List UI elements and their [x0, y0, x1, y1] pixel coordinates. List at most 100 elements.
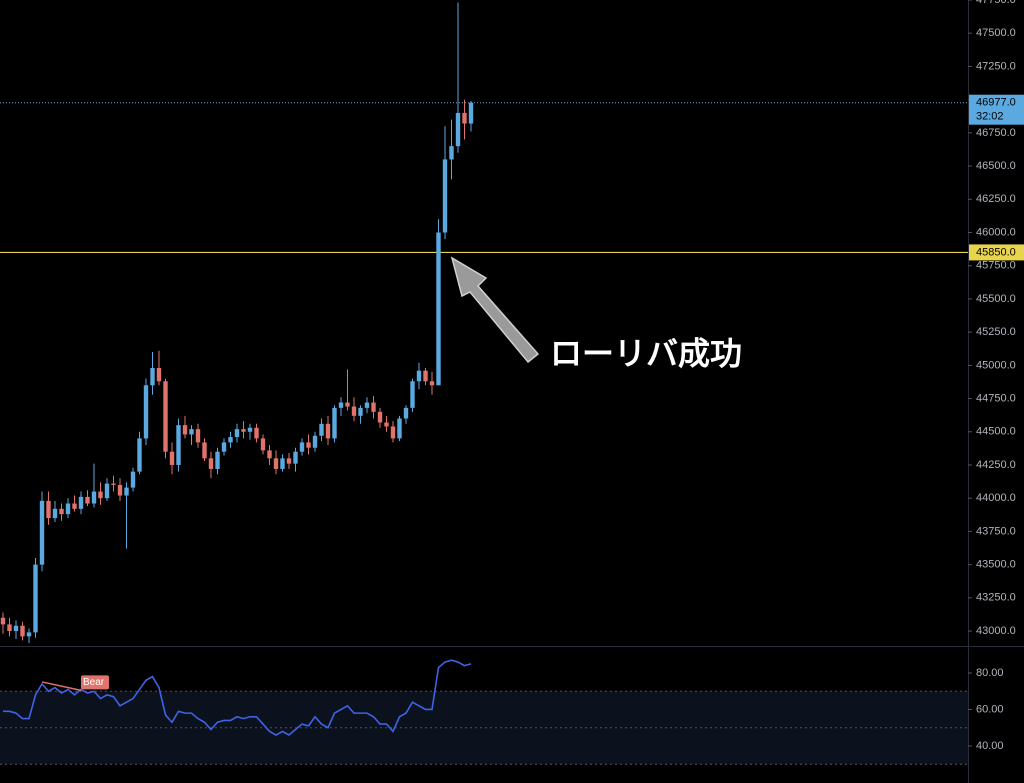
- last-price-box: [969, 94, 1024, 125]
- candle-body: [312, 435, 318, 448]
- candle-body: [20, 625, 25, 637]
- annotation: ローリバ成功: [550, 335, 742, 371]
- candle-body: [364, 402, 370, 408]
- candle-body: [130, 471, 136, 488]
- candle-body: [33, 564, 38, 633]
- candle-body: [163, 381, 168, 452]
- candle-body: [345, 402, 350, 407]
- candle-body: [221, 442, 227, 452]
- candle-body: [117, 484, 123, 496]
- y-tick-label: 44750.0: [976, 392, 1016, 404]
- y-tick-label: 60.00: [976, 703, 1004, 715]
- y-tick-label: 43000.0: [976, 625, 1016, 637]
- candle-body: [0, 617, 6, 625]
- candle-body: [403, 407, 409, 419]
- y-tick-label: 45500.0: [976, 293, 1016, 305]
- price-label: 45850.0: [976, 246, 1016, 258]
- candle-body: [293, 451, 298, 464]
- y-tick-label: 80.00: [976, 667, 1004, 679]
- candle-body: [280, 458, 285, 469]
- countdown: 32:02: [976, 111, 1004, 123]
- y-tick-label: 43750.0: [976, 525, 1016, 537]
- candle-body: [254, 427, 259, 439]
- y-tick-label: 43250.0: [976, 592, 1016, 604]
- candle-body: [215, 451, 220, 469]
- candle-body: [358, 407, 363, 416]
- y-tick-label: 44000.0: [976, 492, 1016, 504]
- price-label-box: [969, 244, 1024, 261]
- candle-body: [377, 411, 383, 423]
- candle-body: [286, 458, 292, 464]
- candle-body: [104, 483, 110, 499]
- y-tick-label: 46250.0: [976, 193, 1016, 205]
- candle-body: [410, 381, 415, 408]
- candle-body: [332, 407, 337, 439]
- candle-body: [371, 402, 376, 412]
- candle-body: [462, 112, 467, 124]
- candle-body: [202, 442, 207, 459]
- candle-body: [390, 426, 396, 439]
- candle-body: [449, 146, 454, 160]
- candle-body: [91, 491, 97, 504]
- candle-body: [436, 232, 441, 386]
- candle-body: [124, 487, 129, 496]
- candle-body: [234, 429, 240, 438]
- candle-body: [78, 496, 84, 509]
- candle-body: [150, 368, 155, 386]
- candle-body: [468, 102, 474, 124]
- candle-body: [72, 503, 77, 509]
- candle-body: [351, 406, 357, 416]
- candle-body: [273, 458, 279, 469]
- candle-body: [429, 381, 435, 386]
- candle-body: [137, 438, 142, 472]
- candle-body: [65, 503, 71, 515]
- candle-body: [325, 423, 331, 439]
- y-tick-label: 46000.0: [976, 226, 1016, 238]
- candle-body: [85, 496, 90, 504]
- candle-body: [39, 500, 45, 565]
- candle-body: [13, 625, 19, 632]
- y-tick-label: 40.00: [976, 740, 1004, 752]
- candle-body: [247, 427, 253, 432]
- y-tick-label: 44500.0: [976, 426, 1016, 438]
- candle-body: [7, 624, 12, 632]
- y-tick-label: 46750.0: [976, 127, 1016, 139]
- signal-box: [81, 675, 109, 690]
- candle-body: [59, 508, 64, 515]
- candle-body: [52, 508, 58, 519]
- candle-body: [26, 632, 32, 637]
- candle-body: [397, 418, 402, 439]
- y-tick-label: 47750.0: [976, 0, 1016, 6]
- candle-body: [143, 385, 149, 439]
- candle-body: [299, 442, 305, 452]
- rsi-line: [3, 659, 472, 736]
- signal-label: Bear: [83, 677, 105, 688]
- candle-body: [319, 423, 324, 436]
- y-tick-label: 45750.0: [976, 260, 1016, 272]
- y-tick-label: 46500.0: [976, 160, 1016, 172]
- candle-body: [98, 491, 103, 499]
- candle-body: [182, 425, 188, 435]
- candle-body: [208, 458, 214, 469]
- candle-body: [169, 451, 175, 465]
- candle-body: [267, 450, 272, 459]
- candle-body: [455, 112, 461, 147]
- candle-body: [338, 402, 344, 408]
- candle-body: [111, 483, 116, 485]
- divergence-line: [41, 681, 82, 692]
- candle-body: [228, 437, 233, 443]
- last-price-label: 46977.0: [976, 97, 1016, 109]
- y-tick-label: 47500.0: [976, 27, 1016, 39]
- candle-body: [46, 500, 51, 519]
- y-tick-label: 45000.0: [976, 359, 1016, 371]
- y-tick-label: 45250.0: [976, 326, 1016, 338]
- candle-body: [241, 429, 246, 432]
- candle-body: [306, 442, 311, 448]
- y-tick-label: 44250.0: [976, 459, 1016, 471]
- candle-body: [423, 370, 428, 382]
- candle-body: [384, 422, 389, 427]
- y-tick-label: 43500.0: [976, 559, 1016, 571]
